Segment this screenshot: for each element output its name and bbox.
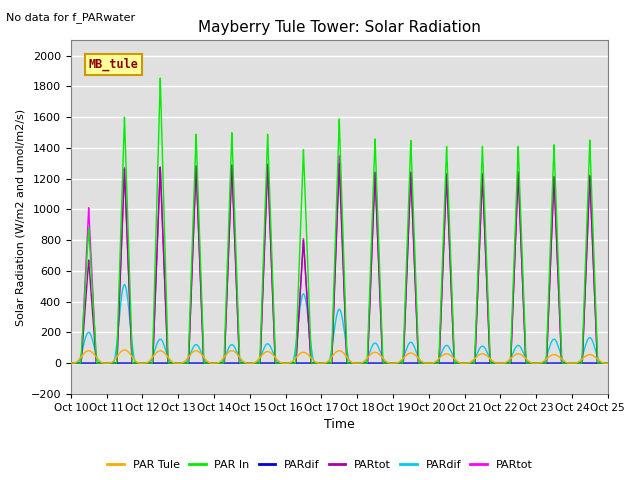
Title: Mayberry Tule Tower: Solar Radiation: Mayberry Tule Tower: Solar Radiation — [198, 20, 481, 35]
Text: MB_tule: MB_tule — [89, 58, 138, 71]
X-axis label: Time: Time — [324, 419, 355, 432]
Text: No data for f_PARwater: No data for f_PARwater — [6, 12, 136, 23]
Legend: PAR Tule, PAR In, PARdif, PARtot, PARdif, PARtot: PAR Tule, PAR In, PARdif, PARtot, PARdif… — [103, 456, 537, 474]
Y-axis label: Solar Radiation (W/m2 and umol/m2/s): Solar Radiation (W/m2 and umol/m2/s) — [15, 108, 25, 325]
